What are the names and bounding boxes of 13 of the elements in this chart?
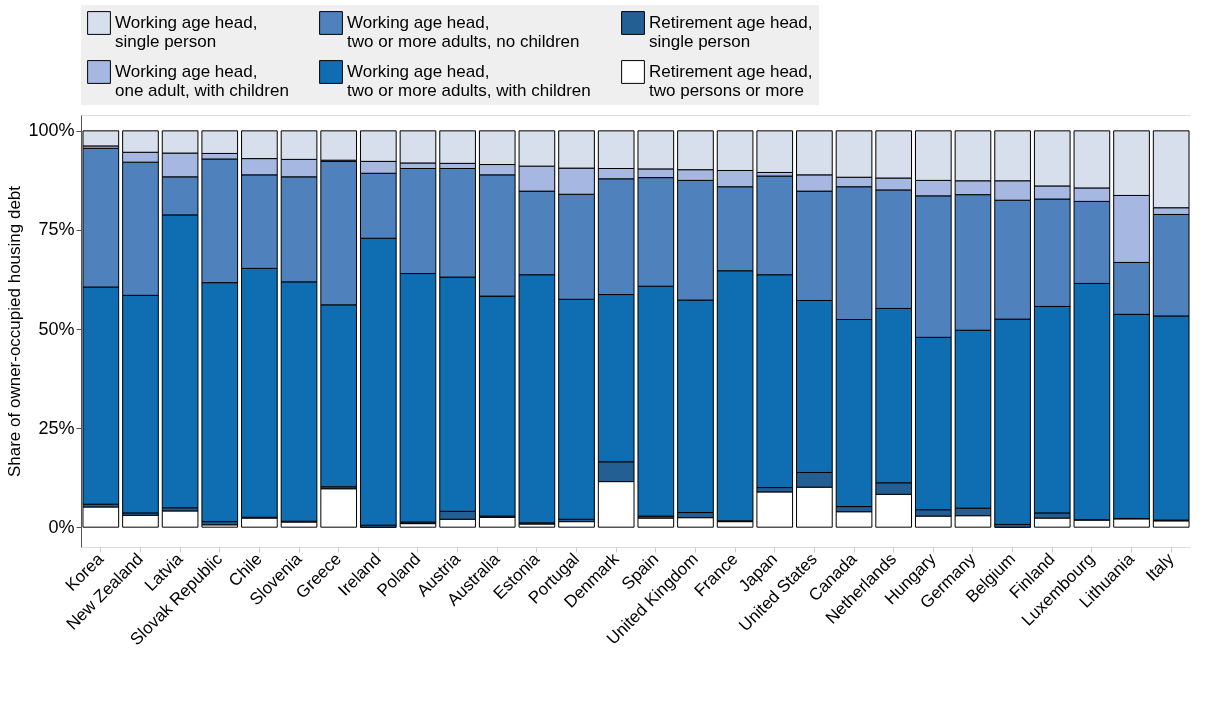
legend-label: Retirement age head, two persons or more	[649, 62, 813, 100]
legend-label: Working age head, single person	[115, 13, 258, 51]
x-tick-label: Italy	[1142, 549, 1178, 585]
y-tick-label: 25%	[38, 417, 75, 438]
y-axis-title: Share of owner-occupied housing debt	[5, 185, 25, 478]
y-tick-label: 75%	[38, 219, 75, 240]
legend-label: Working age head, one adult, with children	[115, 62, 289, 100]
y-tick-label: 0%	[48, 516, 75, 537]
legend-label: Retirement age head, single person	[649, 13, 813, 51]
legend-label: Working age head, two or more adults, with children	[347, 62, 591, 100]
y-tick-label: 100%	[28, 120, 75, 141]
y-tick-label: 50%	[38, 318, 75, 339]
legend-label: Working age head, two or more adults, no children	[347, 13, 580, 51]
